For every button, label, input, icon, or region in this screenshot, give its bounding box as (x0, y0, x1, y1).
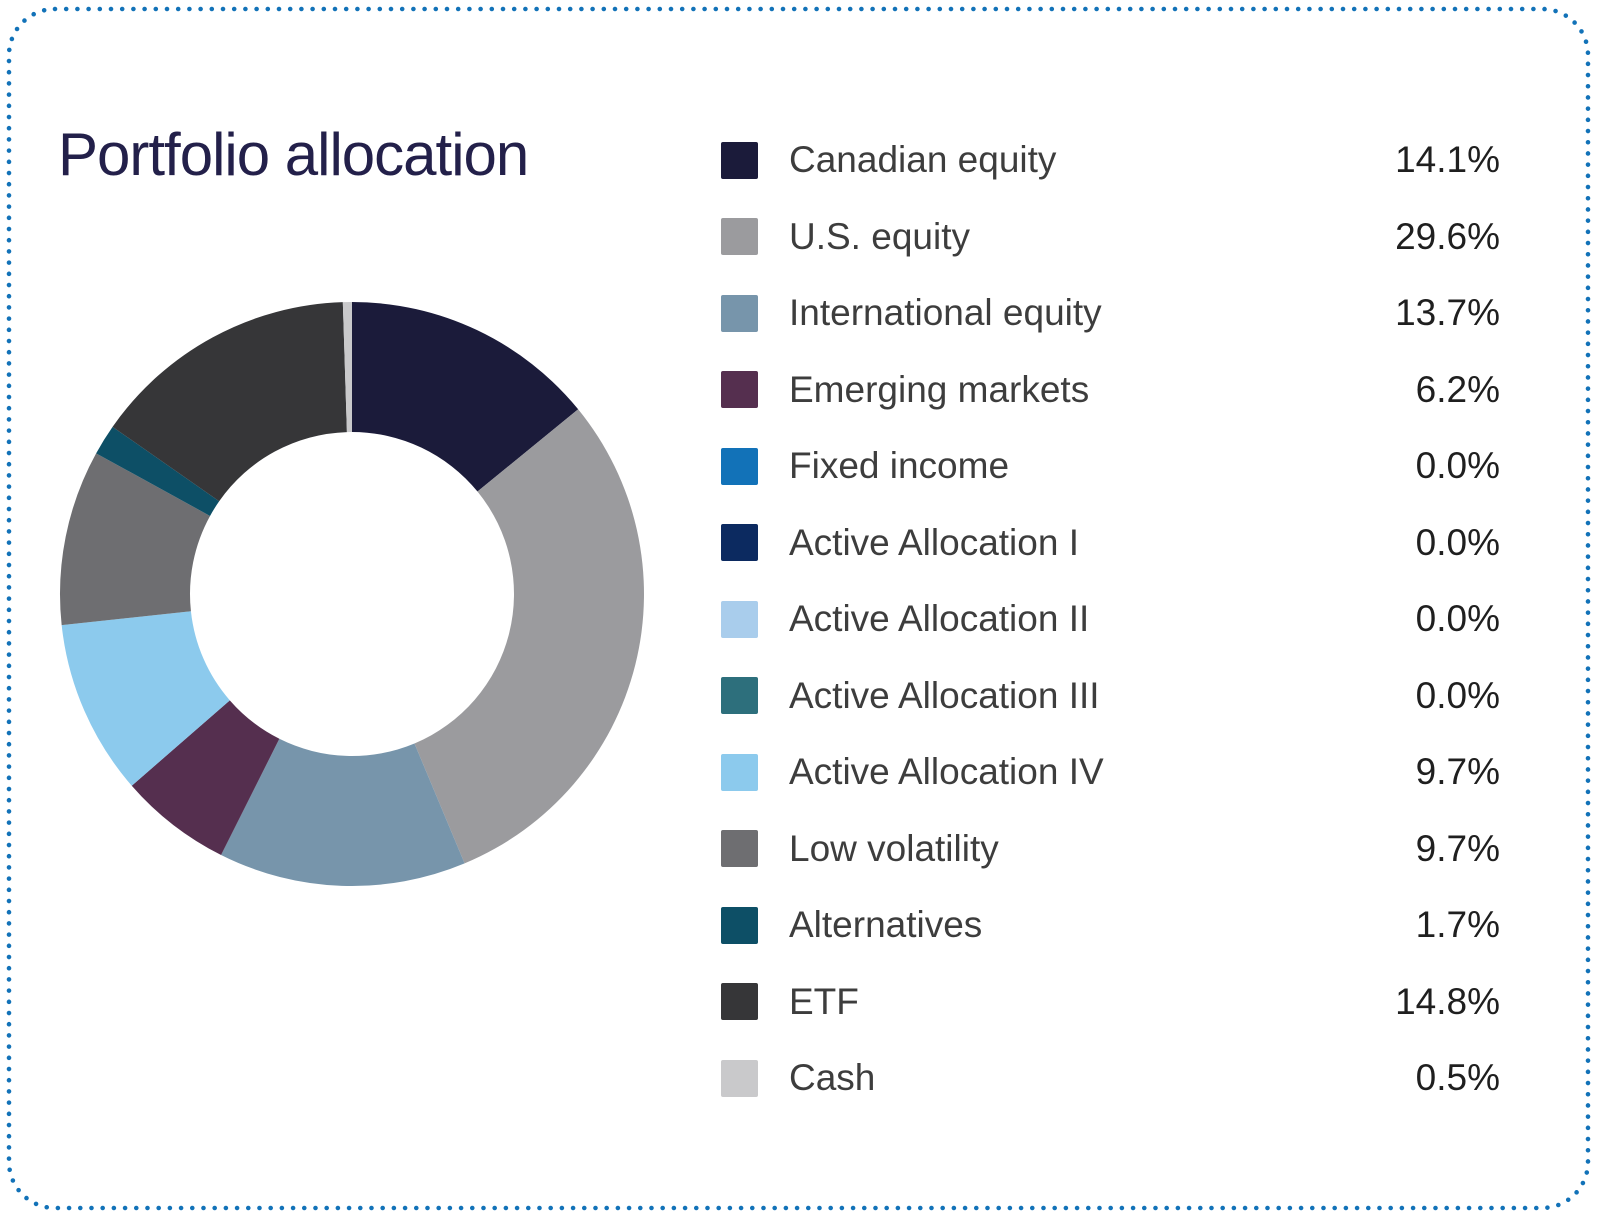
donut-segment-cash[interactable] (342, 301, 352, 433)
legend-swatch-icon (721, 906, 758, 944)
legend-label: Active Allocation III (789, 674, 1100, 716)
legend-swatch-icon (721, 983, 758, 1021)
legend-item-active-allocation-iii[interactable]: Active Allocation III 0.0% (721, 658, 1500, 735)
legend-swatch-icon (721, 830, 758, 868)
donut-segment-international-equity[interactable] (221, 738, 465, 886)
legend-value: 13.7% (1395, 292, 1500, 334)
legend-label: Active Allocation IV (789, 751, 1104, 793)
legend-item-u-s-equity[interactable]: U.S. equity 29.6% (721, 199, 1500, 276)
donut-segment-emerging-markets[interactable] (131, 700, 280, 855)
legend-swatch-icon (721, 524, 758, 562)
legend-swatch-icon (721, 753, 758, 791)
legend-item-emerging-markets[interactable]: Emerging markets 6.2% (721, 352, 1500, 429)
legend-label: Active Allocation II (789, 598, 1090, 640)
legend-value: 6.2% (1415, 368, 1500, 410)
legend-item-international-equity[interactable]: International equity 13.7% (721, 275, 1500, 352)
legend-swatch-icon (721, 141, 758, 179)
legend-item-active-allocation-iv[interactable]: Active Allocation IV 9.7% (721, 734, 1500, 811)
legend: Canadian equity 14.1% U.S. equity 29.6% … (721, 122, 1500, 1117)
donut-segment-canadian-equity[interactable] (352, 302, 579, 492)
legend-item-fixed-income[interactable]: Fixed income 0.0% (721, 428, 1500, 505)
donut-segment-active-allocation-iv[interactable] (61, 611, 230, 786)
legend-label: Cash (789, 1057, 876, 1099)
legend-label: Alternatives (789, 904, 983, 946)
legend-value: 0.5% (1415, 1057, 1500, 1099)
donut-segment-alternatives[interactable] (96, 426, 220, 516)
legend-value: 29.6% (1395, 215, 1500, 257)
legend-swatch-icon (721, 294, 758, 332)
legend-item-etf[interactable]: ETF 14.8% (721, 964, 1500, 1041)
legend-swatch-icon (721, 1059, 758, 1097)
legend-value: 0.0% (1415, 445, 1500, 487)
donut-segment-u-s-equity[interactable] (414, 409, 644, 864)
legend-label: U.S. equity (789, 215, 970, 257)
legend-item-active-allocation-ii[interactable]: Active Allocation II 0.0% (721, 581, 1500, 658)
legend-value: 14.1% (1395, 139, 1500, 181)
legend-value: 0.0% (1415, 521, 1500, 563)
legend-swatch-icon (721, 447, 758, 485)
legend-label: Fixed income (789, 445, 1010, 487)
legend-label: Active Allocation I (789, 521, 1079, 563)
legend-value: 14.8% (1395, 980, 1500, 1022)
legend-item-active-allocation-i[interactable]: Active Allocation I 0.0% (721, 505, 1500, 582)
legend-value: 0.0% (1415, 674, 1500, 716)
legend-label: Canadian equity (789, 139, 1057, 181)
legend-label: International equity (789, 292, 1102, 334)
legend-value: 9.7% (1415, 751, 1500, 793)
legend-label: ETF (789, 980, 859, 1022)
legend-value: 1.7% (1415, 904, 1500, 946)
legend-value: 0.0% (1415, 598, 1500, 640)
legend-swatch-icon (721, 677, 758, 715)
legend-label: Emerging markets (789, 368, 1090, 410)
legend-swatch-icon (721, 218, 758, 256)
legend-item-canadian-equity[interactable]: Canadian equity 14.1% (721, 122, 1500, 199)
donut-chart[interactable] (22, 264, 682, 924)
donut-segment-low-volatility[interactable] (59, 453, 211, 626)
legend-item-low-volatility[interactable]: Low volatility 9.7% (721, 811, 1500, 888)
legend-swatch-icon (721, 600, 758, 638)
donut-segment-etf[interactable] (112, 302, 347, 502)
legend-label: Low volatility (789, 827, 999, 869)
page-title: Portfolio allocation (58, 121, 529, 188)
legend-item-cash[interactable]: Cash 0.5% (721, 1040, 1500, 1117)
legend-item-alternatives[interactable]: Alternatives 1.7% (721, 887, 1500, 964)
legend-value: 9.7% (1415, 827, 1500, 869)
legend-swatch-icon (721, 371, 758, 409)
